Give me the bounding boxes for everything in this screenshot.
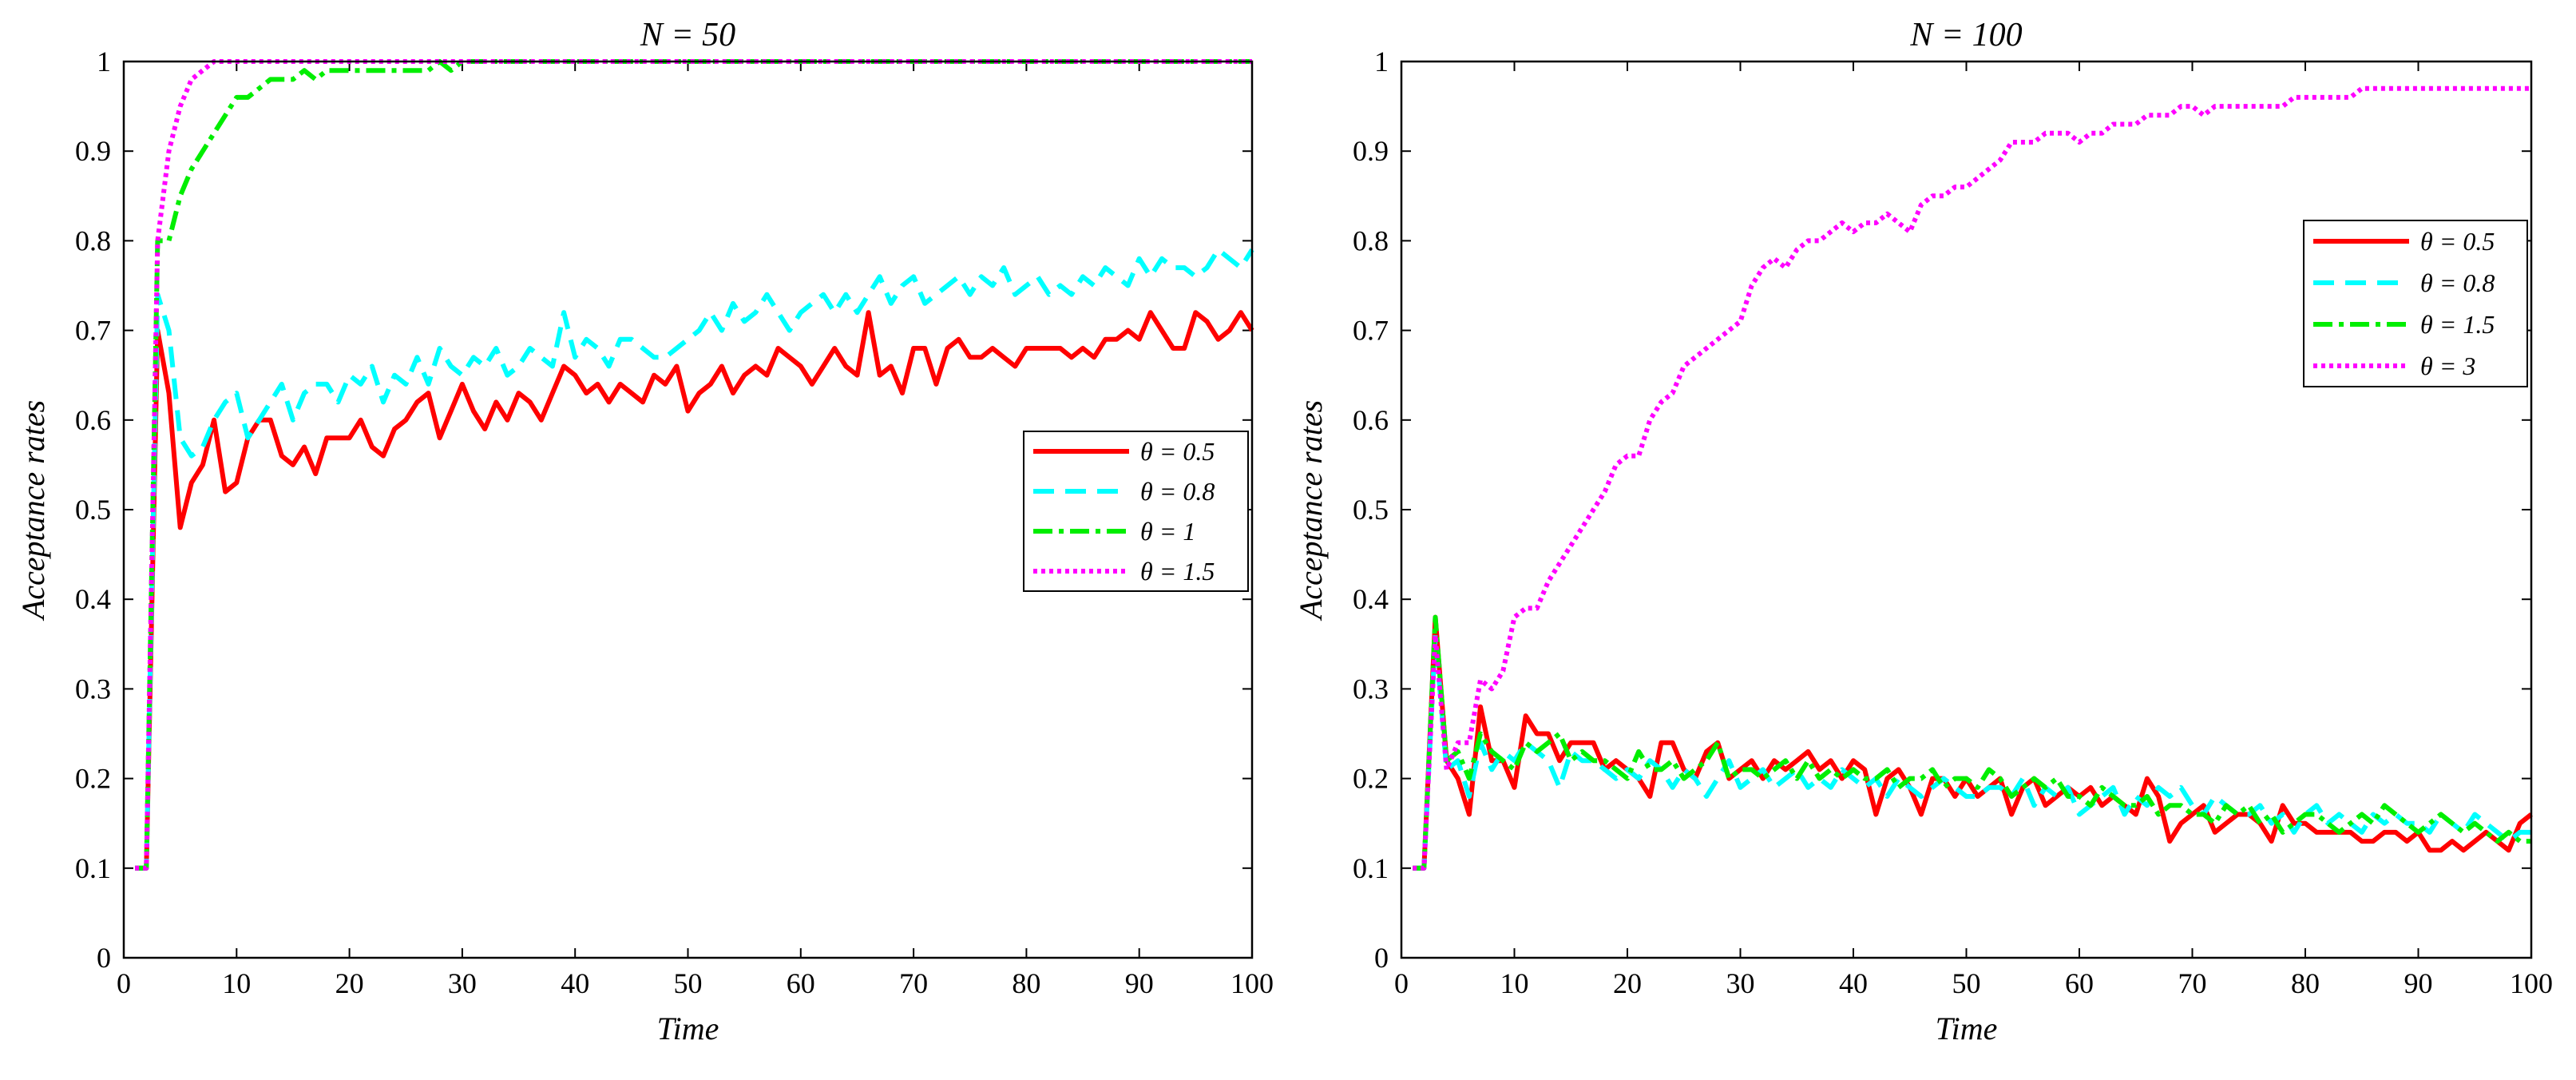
y-tick-label: 0.2 [75,763,111,795]
plot-area [1401,62,2531,958]
axes-box [1400,60,2533,959]
x-tick-label: 30 [448,967,477,999]
legend-label-3: θ = 3 [2420,351,2475,380]
legend-label-2: θ = 1.5 [2420,310,2495,339]
y-tick-label: 0.7 [75,315,111,347]
chart-0: 0 10 20 30 40 50 60 70 80 90 100 0 0.1 0.2 0.3 0.4 0.5 0.… [15,17,1274,1046]
x-tick-label: 0 [117,967,131,999]
legend-box [1023,431,1249,592]
x-tick-label: 40 [1839,967,1868,999]
y-tick-label: 0 [1374,942,1389,974]
y-tick-label: 0.6 [1353,404,1389,436]
x-tick-label: 20 [335,967,364,999]
legend-label-2: θ = 1 [1140,517,1195,546]
y-tick-label: 0.4 [75,583,111,615]
chart-title: N = 50 [640,17,735,54]
y-tick-label: 0.2 [1353,763,1389,795]
y-tick-label: 0 [97,942,111,974]
legend-label-3: θ = 1.5 [1140,557,1215,586]
y-tick-label: 0.4 [1353,583,1389,615]
series-line-0 [135,310,1254,871]
x-tick-label: 10 [1500,967,1529,999]
y-tick-label: 0.8 [1353,224,1389,256]
x-tick-label: 100 [1231,967,1274,999]
axes-box [122,60,1254,959]
x-tick-label: 60 [787,967,815,999]
legend-label-0: θ = 0.5 [1140,437,1215,466]
x-tick-label: 90 [1125,967,1154,999]
legend-label-0: θ = 0.5 [2420,227,2495,256]
x-tick-label: 100 [2510,967,2553,999]
x-tick-label: 60 [2065,967,2094,999]
legend: θ = 0.5 θ = 0.8 θ = 1.5 θ = 3 [2303,220,2528,387]
x-axis-label: Time [657,1011,719,1046]
chart-1: 0 10 20 30 40 50 60 70 80 90 100 0 0.1 0.2 0.3 0.4 0.5 0.… [1293,17,2553,1046]
y-tick-label: 0.5 [75,494,111,526]
x-tick-label: 70 [899,967,928,999]
x-tick-label: 50 [674,967,703,999]
x-tick-label: 40 [561,967,589,999]
x-tick-label: 30 [1726,967,1755,999]
x-tick-label: 70 [2178,967,2207,999]
y-tick-label: 1 [1374,46,1389,77]
series-line-1 [135,247,1254,871]
y-tick-label: 0.1 [75,852,111,884]
legend-box [2303,220,2528,387]
y-tick-label: 0.3 [1353,673,1389,705]
y-tick-label: 0.5 [1353,494,1389,526]
x-axis-label: Time [1936,1011,1998,1046]
y-tick-label: 0.6 [75,404,111,436]
series-line-3 [1413,85,2531,871]
x-tick-label: 80 [1012,967,1040,999]
legend-label-1: θ = 0.8 [1140,477,1215,506]
x-tick-label: 10 [222,967,251,999]
series-line-1 [1413,633,2531,871]
y-tick-label: 0.7 [1353,315,1389,347]
y-tick-label: 0.3 [75,673,111,705]
x-tick-label: 90 [2404,967,2433,999]
series-line-2 [135,59,1252,871]
y-tick-label: 0.9 [75,135,111,167]
y-tick-label: 0.1 [1353,852,1389,884]
y-tick-label: 0.8 [75,224,111,256]
y-tick-label: 0.9 [1353,135,1389,167]
x-tick-label: 50 [1952,967,1981,999]
legend: θ = 0.5 θ = 0.8 θ = 1 θ = 1.5 [1023,431,1249,592]
x-tick-label: 20 [1613,967,1642,999]
y-axis-label: Acceptance rates [15,400,51,621]
x-tick-label: 80 [2291,967,2320,999]
chart-title: N = 100 [1909,17,2022,54]
y-tick-label: 1 [97,46,111,77]
series-line-0 [1413,614,2533,871]
x-tick-label: 0 [1394,967,1409,999]
legend-label-1: θ = 0.8 [2420,268,2495,297]
y-axis-label: Acceptance rates [1293,400,1329,621]
